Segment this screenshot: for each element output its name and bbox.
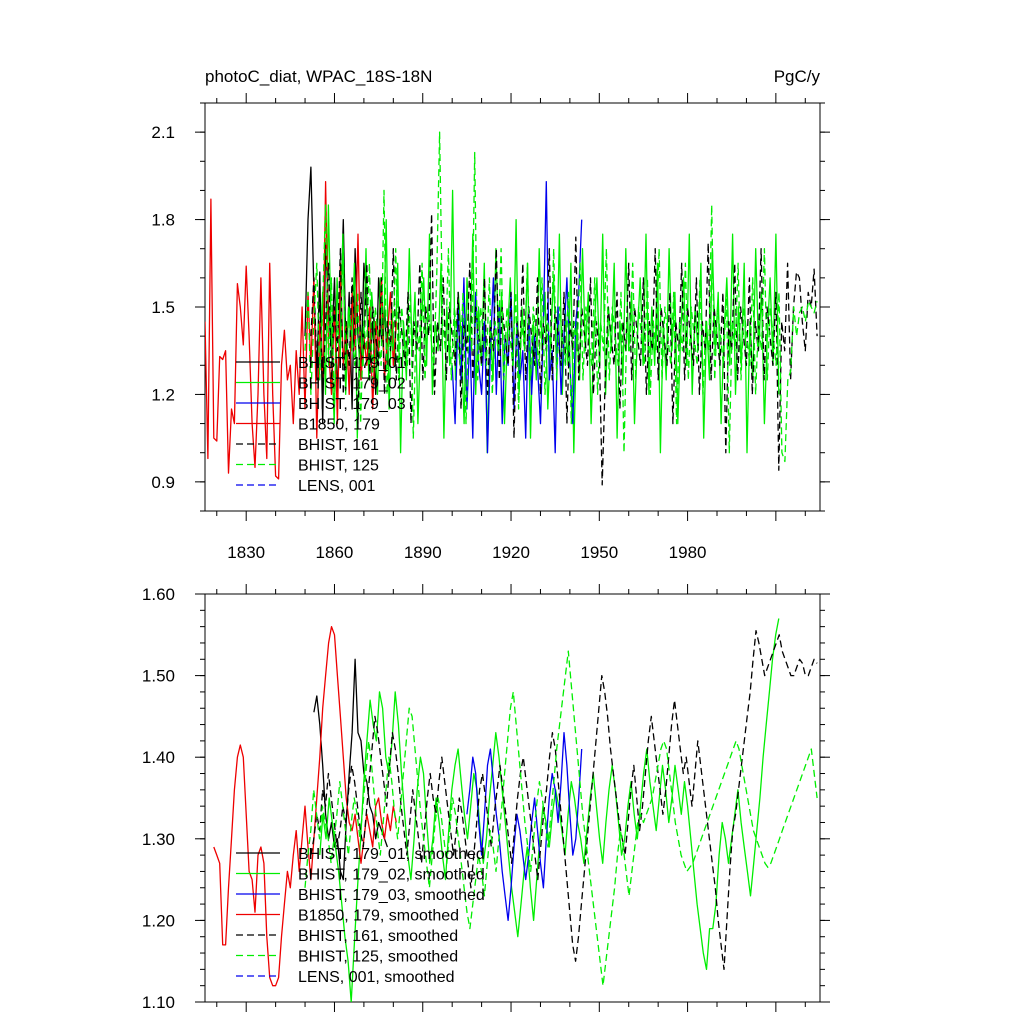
legend-label: B1850, 179, smoothed	[298, 908, 459, 925]
series-line-bhist-161	[310, 213, 818, 486]
chart-title-right: PgC/y	[774, 67, 821, 86]
y-tick-label: 1.40	[142, 748, 175, 767]
series-group	[205, 131, 818, 486]
y-tick-label: 1.30	[142, 830, 175, 849]
series-line-bhist-179-02-smoothed	[319, 618, 780, 1002]
series-line-bhist-179-01-smoothed	[313, 658, 389, 881]
y-tick-label: 1.20	[142, 911, 175, 930]
x-tick-label: 1860	[316, 543, 354, 562]
series-line-bhist-161-smoothed	[310, 630, 818, 971]
legend-label: BHIST, 125	[298, 458, 379, 475]
plot-frame	[204, 593, 821, 1003]
legend-label: BHIST, 179_03, smoothed	[298, 887, 485, 904]
y-tick-label: 1.50	[142, 667, 175, 686]
legend-label: BHIST, 161	[298, 437, 379, 454]
legend-label: LENS, 001	[298, 478, 375, 495]
series-group	[213, 618, 818, 1002]
y-tick-label: 1.2	[151, 385, 175, 404]
legend-label: BHIST, 179_02, smoothed	[298, 867, 485, 884]
y-tick-label: 1.5	[151, 298, 175, 317]
legend-label: BHIST, 161, smoothed	[298, 928, 458, 945]
legend-label: BHIST, 179_01, smoothed	[298, 846, 485, 863]
chart-title-left: photoC_diat, WPAC_18S-18N	[205, 67, 432, 86]
legend-label: B1850, 179	[298, 417, 380, 434]
x-tick-label: 1890	[404, 543, 442, 562]
series-line-bhist-125-smoothed	[304, 650, 818, 987]
y-tick-label: 1.10	[142, 993, 175, 1012]
top-panel: 1830 1860 1890 1920 1950 1980 0.9 1.2 1.5 1.8 2.1 p…	[151, 67, 830, 562]
series-line-bhist-179-03-smoothed	[466, 732, 583, 922]
y-tick-label: 1.8	[151, 211, 175, 230]
x-tick-label: 1980	[669, 543, 707, 562]
x-tick-label: 1920	[492, 543, 530, 562]
legend-label: BHIST, 179_03	[298, 396, 406, 413]
legend-label: LENS, 001, smoothed	[298, 969, 455, 986]
x-tick-label: 1950	[580, 543, 618, 562]
legend-label: BHIST, 179_01	[298, 355, 406, 372]
bottom-panel: 1.10 1.20 1.30 1.40 1.50 1.60 BHIST, 179_01, s…	[142, 584, 830, 1012]
series-line-b1850-179	[205, 181, 397, 480]
x-tick-label: 1830	[227, 543, 265, 562]
legend-label: BHIST, 125, smoothed	[298, 949, 458, 966]
y-tick-label: 2.1	[151, 123, 175, 142]
legend-label: BHIST, 179_02	[298, 376, 406, 393]
y-tick-label: 0.9	[151, 473, 175, 492]
series-line-bhist-125	[304, 131, 818, 463]
y-tick-label: 1.60	[142, 585, 175, 604]
